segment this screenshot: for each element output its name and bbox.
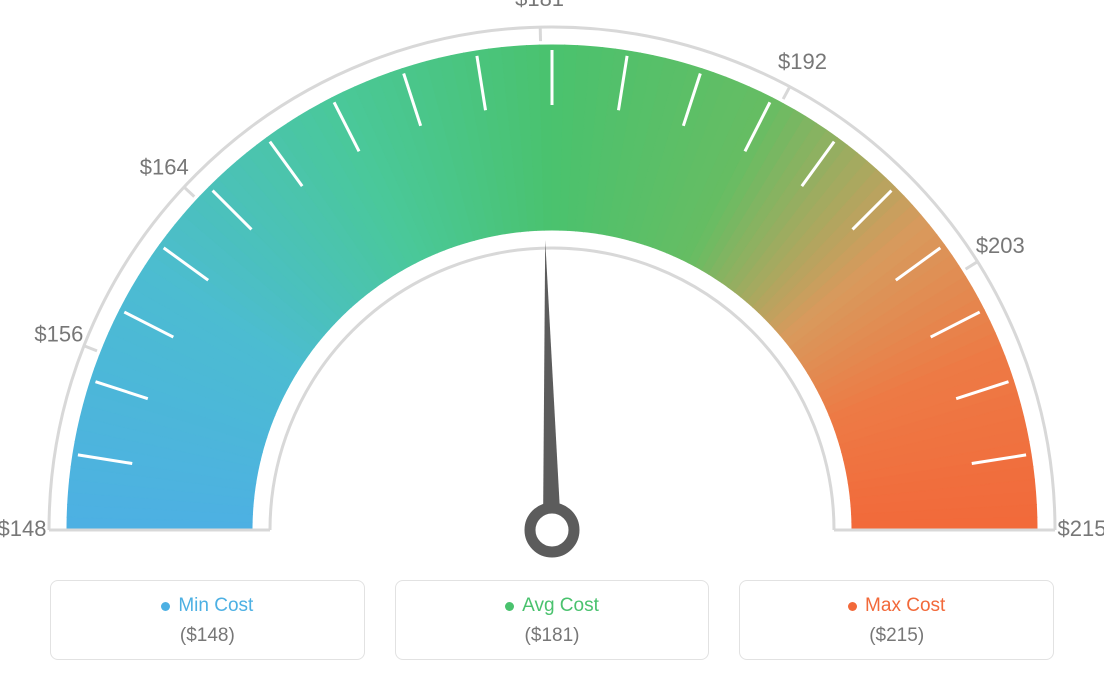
gauge-tick-label: $192 [778,49,827,74]
gauge-hub [530,508,574,552]
gauge-tick-label: $181 [515,0,564,11]
legend-card-max: Max Cost ($215) [739,580,1054,660]
legend-value-min: ($148) [61,625,354,647]
legend-card-avg: Avg Cost ($181) [395,580,710,660]
gauge-tick-label: $203 [976,233,1025,258]
legend-label-avg: Avg Cost [522,595,599,617]
gauge-tick-label: $156 [34,322,83,347]
legend-dot-min [161,602,170,611]
gauge-tick-label: $164 [140,154,189,179]
legend-label-max: Max Cost [865,595,945,617]
legend-value-max: ($215) [750,625,1043,647]
gauge-tick-label: $215 [1058,516,1104,541]
legend-dot-max [848,602,857,611]
legend-row: Min Cost ($148) Avg Cost ($181) Max Cost… [50,580,1054,660]
gauge-needle [543,240,561,530]
legend-card-min: Min Cost ($148) [50,580,365,660]
legend-value-avg: ($181) [406,625,699,647]
gauge-tick-label: $148 [0,516,46,541]
legend-dot-avg [505,602,514,611]
legend-label-min: Min Cost [178,595,253,617]
cost-gauge: $148 $156 $164 $181 $192 $203 $215 [0,0,1104,560]
